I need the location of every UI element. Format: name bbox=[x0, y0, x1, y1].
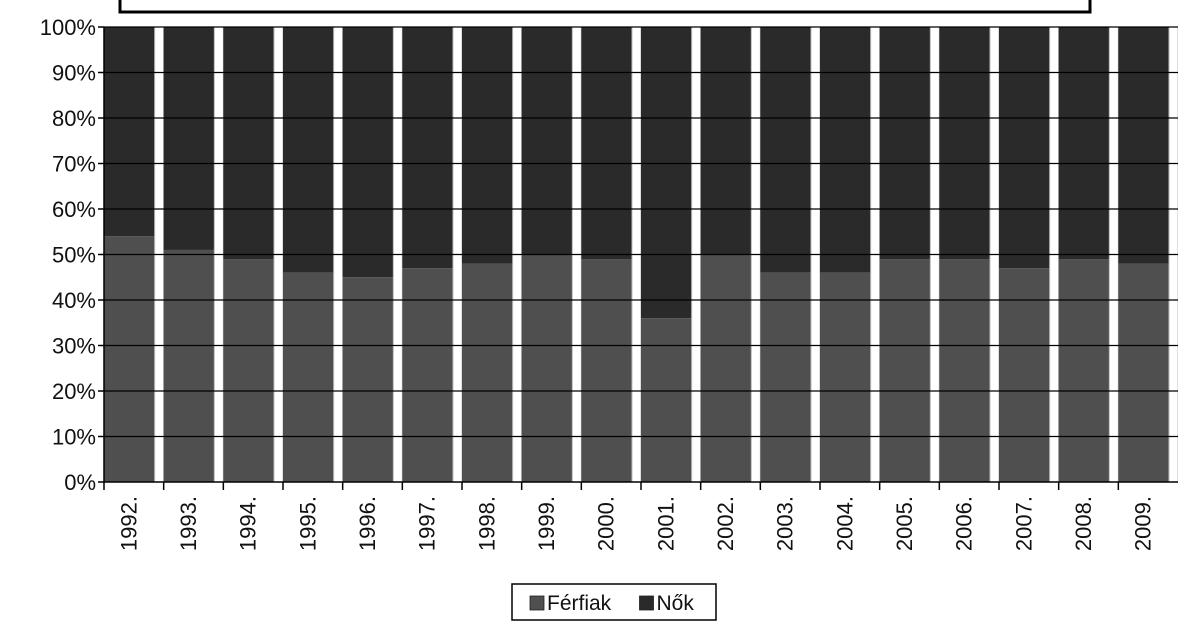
x-category-label: 1992. bbox=[116, 496, 141, 551]
bar-ferfiak-2005 bbox=[879, 259, 931, 482]
y-tick-label: 30% bbox=[52, 334, 96, 359]
bar-nok-1996 bbox=[342, 27, 394, 278]
bar-ferfiak-2001 bbox=[641, 318, 692, 482]
y-tick-label: 70% bbox=[52, 152, 96, 177]
y-tick-label: 100% bbox=[40, 15, 96, 40]
bar-nok-2005 bbox=[879, 27, 931, 260]
legend-box bbox=[511, 583, 717, 621]
bar-ferfiak-2006 bbox=[939, 259, 990, 482]
x-category-label: 2008. bbox=[1071, 496, 1096, 551]
x-category-label: 2001. bbox=[653, 496, 678, 551]
bar-nok-2002 bbox=[700, 27, 752, 255]
bar-nok-1997 bbox=[402, 27, 453, 269]
x-category-label: 1995. bbox=[295, 496, 320, 551]
bar-nok-1993 bbox=[163, 27, 215, 250]
x-category-label: 2002. bbox=[713, 496, 738, 551]
bar-nok-2007 bbox=[999, 27, 1050, 269]
bar-nok-2006 bbox=[939, 27, 990, 260]
x-category-label: 2009. bbox=[1131, 496, 1156, 551]
bar-ferfiak-2003 bbox=[760, 272, 811, 482]
y-tick-label: 60% bbox=[52, 197, 96, 222]
bar-ferfiak-2008 bbox=[1058, 259, 1110, 482]
bar-nok-2001 bbox=[641, 27, 692, 319]
legend-swatch-nok bbox=[639, 595, 654, 611]
bar-nok-2009 bbox=[1118, 27, 1169, 264]
bar-ferfiak-2004 bbox=[820, 272, 871, 482]
bar-ferfiak-2009 bbox=[1118, 263, 1169, 482]
x-category-label: 2007. bbox=[1011, 496, 1036, 551]
bar-nok-1992 bbox=[104, 27, 155, 237]
y-tick-label: 0% bbox=[64, 470, 96, 495]
bar-nok-2004 bbox=[820, 27, 871, 273]
y-tick-label: 40% bbox=[52, 288, 96, 313]
x-category-label: 1994. bbox=[236, 496, 261, 551]
y-tick-label: 80% bbox=[52, 106, 96, 131]
bar-ferfiak-1995 bbox=[283, 272, 334, 482]
bar-ferfiak-1996 bbox=[342, 277, 394, 482]
legend-label-nok: Nők bbox=[657, 592, 695, 615]
grid-layer bbox=[104, 26, 1178, 438]
bar-ferfiak-1998 bbox=[462, 263, 513, 482]
bar-nok-1999 bbox=[521, 27, 573, 255]
legend-swatch-ferfiak bbox=[529, 595, 545, 611]
bar-nok-2003 bbox=[760, 27, 811, 273]
x-category-label: 1999. bbox=[534, 496, 559, 551]
bar-nok-2008 bbox=[1058, 27, 1110, 260]
title-box bbox=[118, 0, 1092, 14]
x-category-label: 2005. bbox=[892, 496, 917, 551]
x-category-label: 2000. bbox=[594, 496, 619, 551]
y-tick-label: 20% bbox=[52, 379, 96, 404]
x-category-label: 1993. bbox=[176, 496, 201, 551]
legend: Férfiak Nők bbox=[511, 583, 717, 621]
bar-ferfiak-2002 bbox=[700, 254, 752, 482]
bar-ferfiak-2000 bbox=[581, 259, 632, 482]
x-category-label: 2004. bbox=[832, 496, 857, 551]
x-category-label: 1997. bbox=[415, 496, 440, 551]
bar-ferfiak-1994 bbox=[223, 259, 274, 482]
y-tick-label: 10% bbox=[52, 425, 96, 450]
x-category-label: 1998. bbox=[474, 496, 499, 551]
bar-ferfiak-1999 bbox=[521, 254, 573, 482]
legend-label-ferfiak: Férfiak bbox=[547, 592, 612, 615]
bar-nok-1994 bbox=[223, 27, 274, 260]
x-category-label: 1996. bbox=[355, 496, 380, 551]
y-tick-label: 90% bbox=[52, 61, 96, 86]
bar-nok-1998 bbox=[462, 27, 513, 264]
bar-nok-1995 bbox=[283, 27, 334, 273]
bar-ferfiak-1997 bbox=[402, 268, 453, 482]
bar-ferfiak-2007 bbox=[999, 268, 1050, 482]
bar-nok-2000 bbox=[581, 27, 632, 260]
bar-ferfiak-1992 bbox=[104, 236, 155, 482]
axes-layer: 0% 10% 20% 30% 40% 50% 60% 70% 80% 90% 100% 1992. 19… bbox=[40, 15, 1178, 551]
x-category-label: 2006. bbox=[952, 496, 977, 551]
bar-ferfiak-1993 bbox=[163, 249, 215, 482]
y-tick-label: 50% bbox=[52, 243, 96, 268]
x-category-label: 2003. bbox=[773, 496, 798, 551]
